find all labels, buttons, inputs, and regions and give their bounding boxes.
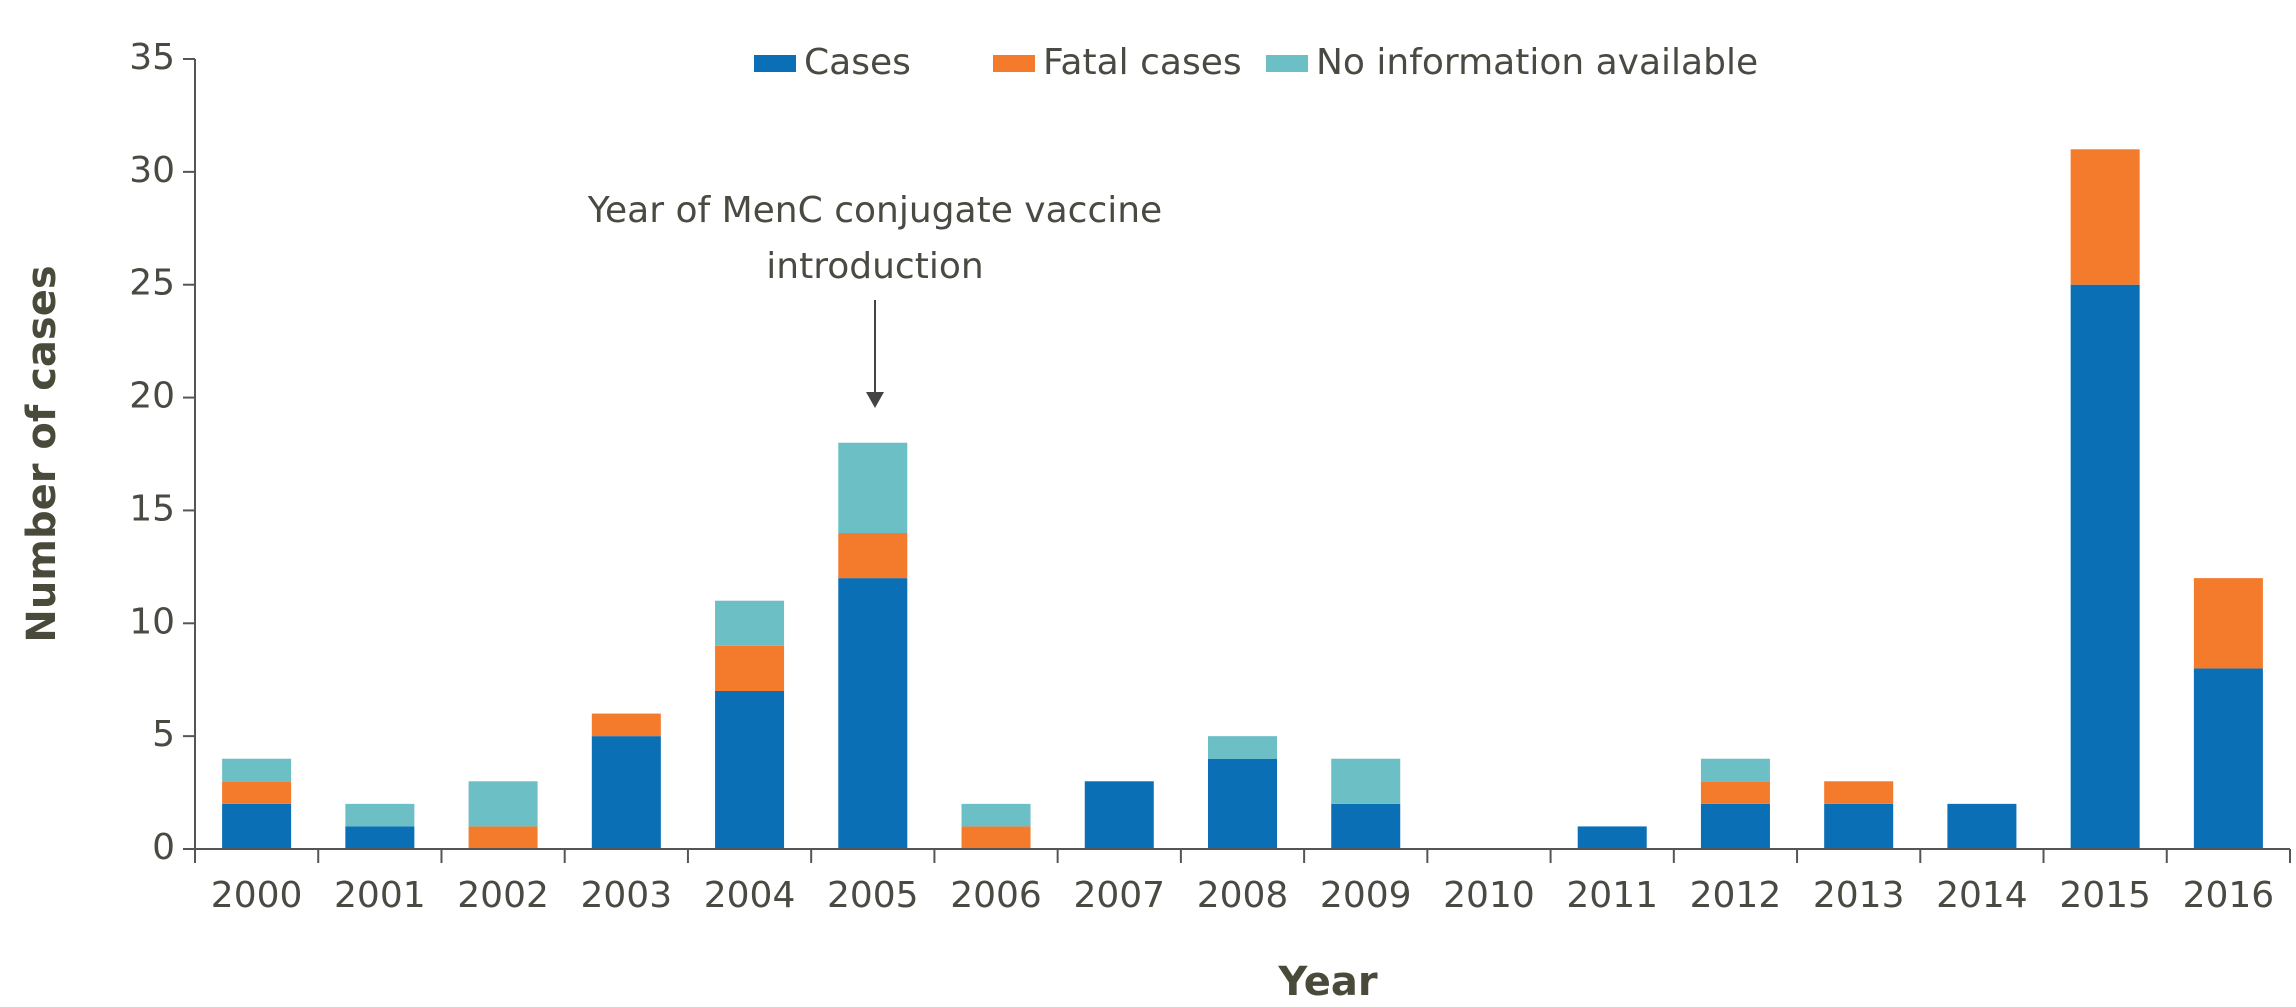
legend-label: No information available [1316,42,1758,83]
bar-segment [345,803,415,827]
bar-segment [591,713,661,737]
bar-segment [1700,781,1770,804]
bar-segment [222,803,292,849]
bar-segment [715,645,785,691]
y-tick-label: 25 [129,263,175,304]
bar-segment [1331,803,1401,849]
bar-segment [961,803,1031,827]
bar-segment [1824,803,1894,849]
annotation-arrowhead [866,392,884,408]
bar-segment [468,826,538,849]
bar-segment [591,736,661,849]
x-axis-title: Year [1277,959,1377,1005]
y-tick-label: 10 [129,601,175,642]
y-tick-label: 20 [129,376,175,417]
bar-segment [1331,758,1401,804]
bar-segment [838,533,908,579]
bar-segment [468,781,538,827]
x-tick-label: 2015 [2059,875,2151,916]
bar-segment [715,600,785,646]
x-tick-label: 2014 [1936,875,2028,916]
bar-segment [838,442,908,533]
x-tick-label: 2007 [1073,875,1165,916]
bar-segment [961,826,1031,849]
bar-segment [1577,826,1647,849]
bar-segment [1824,781,1894,804]
bar-segment [2070,149,2140,285]
x-tick-label: 2005 [827,875,919,916]
bar-segment [2193,668,2263,849]
x-tick-label: 2012 [1690,875,1782,916]
legend-swatch [993,55,1035,72]
bar-segment [1207,758,1278,849]
bar-segment [345,826,415,849]
x-tick-label: 2000 [211,875,303,916]
legend-swatch [754,55,796,72]
x-tick-label: 2003 [581,875,673,916]
legend-swatch [1266,55,1308,72]
x-tick-label: 2010 [1443,875,1535,916]
bar-segment [1700,803,1770,849]
y-tick-label: 30 [129,150,175,191]
bar-segment [1947,803,2017,849]
bar-segment [1084,781,1154,849]
x-tick-label: 2013 [1813,875,1905,916]
y-tick-label: 15 [129,488,175,529]
bar-segment [1207,736,1278,759]
x-tick-label: 2016 [2183,875,2275,916]
bar-segment [715,691,785,849]
bar-segment [1700,758,1770,782]
y-axis-title: Number of cases [19,265,65,642]
legend-label: Fatal cases [1043,42,1242,83]
x-tick-label: 2002 [457,875,549,916]
x-tick-label: 2009 [1320,875,1412,916]
bar-segment [222,781,292,804]
bar-segment [2193,578,2263,669]
y-tick-label: 0 [152,827,175,868]
bar-segment [222,758,292,782]
x-tick-label: 2008 [1197,875,1289,916]
annotation: Year of MenC conjugate vaccine [587,190,1162,231]
x-tick-label: 2001 [334,875,426,916]
x-tick-label: 2011 [1566,875,1658,916]
y-tick-label: 35 [129,37,175,78]
x-tick-label: 2006 [950,875,1042,916]
y-tick-label: 5 [152,714,175,755]
legend-label: Cases [804,42,911,83]
bar-segment [838,578,908,849]
bar-segment [2070,284,2140,849]
annotation: introduction [766,246,983,287]
x-tick-label: 2004 [704,875,796,916]
